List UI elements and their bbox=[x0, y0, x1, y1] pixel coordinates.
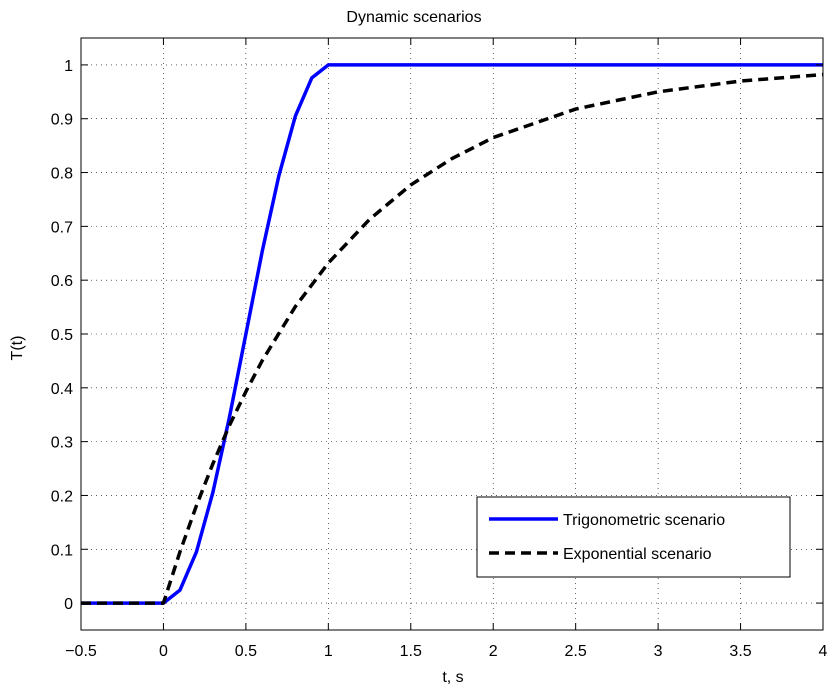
x-tick-label: 3.5 bbox=[729, 643, 751, 660]
x-axis-label: t, s bbox=[442, 669, 463, 686]
ticks: −0.5 0 0.5 1 1.5 2 2.5 3 3.5 4 0 0.1 0.2 0.3 0.4 0.5 0.6… bbox=[51, 38, 828, 660]
chart-title: Dynamic scenarios bbox=[346, 9, 481, 26]
x-tick-label: 2 bbox=[489, 643, 498, 660]
y-tick-label: 0.7 bbox=[51, 219, 73, 236]
y-tick-label: 0.1 bbox=[51, 542, 73, 559]
legend-box bbox=[476, 496, 791, 578]
x-tick-label: −0.5 bbox=[65, 643, 97, 660]
series-line-exponential bbox=[81, 72, 824, 605]
series-line-trigonometric bbox=[81, 63, 823, 605]
x-tick-label: 0.5 bbox=[235, 643, 257, 660]
y-tick-label: 0.4 bbox=[51, 381, 73, 398]
y-tick-label: 0.3 bbox=[51, 435, 73, 452]
y-tick-label: 1 bbox=[64, 58, 73, 75]
x-tick-label: 1 bbox=[324, 643, 333, 660]
x-tick-label: 3 bbox=[654, 643, 663, 660]
y-tick-label: 0.6 bbox=[51, 273, 73, 290]
y-tick-label: 0.8 bbox=[51, 166, 73, 183]
x-tick-label: 2.5 bbox=[565, 643, 587, 660]
x-tick-label: 0 bbox=[159, 643, 168, 660]
x-tick-label: 4 bbox=[819, 643, 828, 660]
series-layer bbox=[81, 63, 824, 605]
legend: Trigonometric scenario Exponential scena… bbox=[476, 496, 791, 578]
y-tick-label: 0.5 bbox=[51, 327, 73, 344]
y-axis-label: T(t) bbox=[9, 336, 26, 361]
x-tick-label: 1.5 bbox=[400, 643, 422, 660]
legend-label-trigonometric: Trigonometric scenario bbox=[563, 512, 725, 529]
y-tick-label: 0.2 bbox=[51, 488, 73, 505]
y-tick-label: 0 bbox=[64, 596, 73, 613]
y-tick-label: 0.9 bbox=[51, 112, 73, 129]
legend-label-exponential: Exponential scenario bbox=[563, 546, 712, 563]
